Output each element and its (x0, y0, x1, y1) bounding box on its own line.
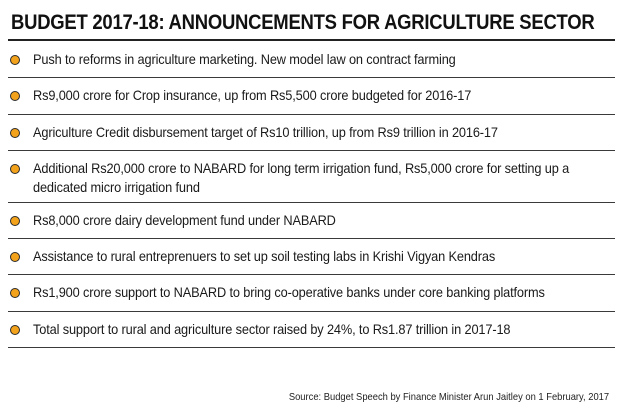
bullet-icon (10, 91, 20, 101)
list-item: Total support to rural and agriculture s… (8, 312, 615, 348)
list-item: Agriculture Credit disbursement target o… (8, 115, 615, 151)
bullet-icon (10, 55, 20, 65)
list-item-text: Additional Rs20,000 crore to NABARD for … (33, 161, 570, 195)
list-item: Assistance to rural entreprenuers to set… (8, 239, 615, 275)
list-item-text: Assistance to rural entreprenuers to set… (33, 249, 496, 264)
bullet-icon (10, 325, 20, 335)
bullet-icon (10, 164, 20, 174)
list-item: Push to reforms in agriculture marketing… (8, 42, 615, 78)
list-item-text: Push to reforms in agriculture marketing… (33, 52, 456, 67)
title-divider (8, 39, 615, 41)
infographic-title: BUDGET 2017-18: ANNOUNCEMENTS FOR AGRICU… (11, 10, 595, 34)
announcement-list: Push to reforms in agriculture marketing… (8, 42, 615, 348)
bullet-icon (10, 128, 20, 138)
list-item-text: Total support to rural and agriculture s… (33, 322, 511, 337)
bullet-icon (10, 288, 20, 298)
list-item-text: Rs1,900 crore support to NABARD to bring… (33, 285, 545, 300)
bullet-icon (10, 252, 20, 262)
bullet-icon (10, 216, 20, 226)
list-item: Additional Rs20,000 crore to NABARD for … (8, 151, 615, 203)
list-item: Rs8,000 crore dairy development fund und… (8, 203, 615, 239)
source-note: Source: Budget Speech by Finance Ministe… (288, 392, 609, 403)
list-item-text: Agriculture Credit disbursement target o… (33, 125, 498, 140)
list-item: Rs9,000 crore for Crop insurance, up fro… (8, 78, 615, 115)
list-item: Rs1,900 crore support to NABARD to bring… (8, 275, 615, 312)
list-item-text: Rs9,000 crore for Crop insurance, up fro… (33, 88, 472, 103)
list-item-text: Rs8,000 crore dairy development fund und… (33, 213, 336, 228)
